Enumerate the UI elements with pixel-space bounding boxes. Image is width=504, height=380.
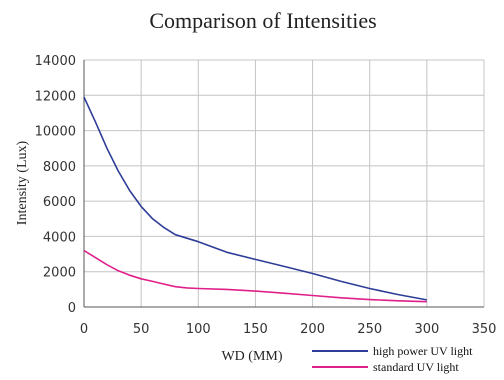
series-line-high-power	[83, 96, 428, 301]
x-tick-label: 200	[300, 322, 325, 337]
series-lines	[83, 96, 428, 303]
y-tick-label: 4000	[43, 230, 76, 245]
y-tick-label: 12000	[35, 89, 76, 104]
x-tick-label: 150	[243, 322, 268, 337]
x-tick-label: 250	[357, 322, 382, 337]
y-tick-label: 0	[68, 301, 76, 316]
y-tick-label: 6000	[43, 195, 76, 210]
x-tick-label: 300	[414, 322, 439, 337]
axes	[83, 60, 484, 308]
y-tick-label: 14000	[35, 54, 76, 69]
y-tick-labels: 0 2000 4000 6000 8000 10000 12000 14000	[35, 54, 76, 316]
x-tick-labels: 0 50 100 150 200 250 300 350	[80, 322, 497, 337]
series-line-standard	[83, 249, 427, 303]
legend: high power UV light standard UV light	[312, 344, 473, 374]
grid	[84, 59, 485, 307]
y-tick-label: 8000	[43, 160, 76, 175]
x-tick-label: 100	[186, 322, 211, 337]
y-tick-label: 10000	[35, 125, 76, 140]
y-axis-title: Intensity (Lux)	[15, 140, 30, 225]
legend-label: high power UV light	[373, 344, 473, 358]
x-axis-title: WD (MM)	[221, 349, 282, 364]
chart-title: Comparison of Intensities	[149, 8, 376, 33]
x-tick-label: 350	[472, 322, 497, 337]
x-tick-label: 0	[80, 322, 88, 337]
y-tick-label: 2000	[43, 266, 76, 281]
x-tick-label: 50	[133, 322, 150, 337]
legend-label: standard UV light	[373, 360, 459, 374]
